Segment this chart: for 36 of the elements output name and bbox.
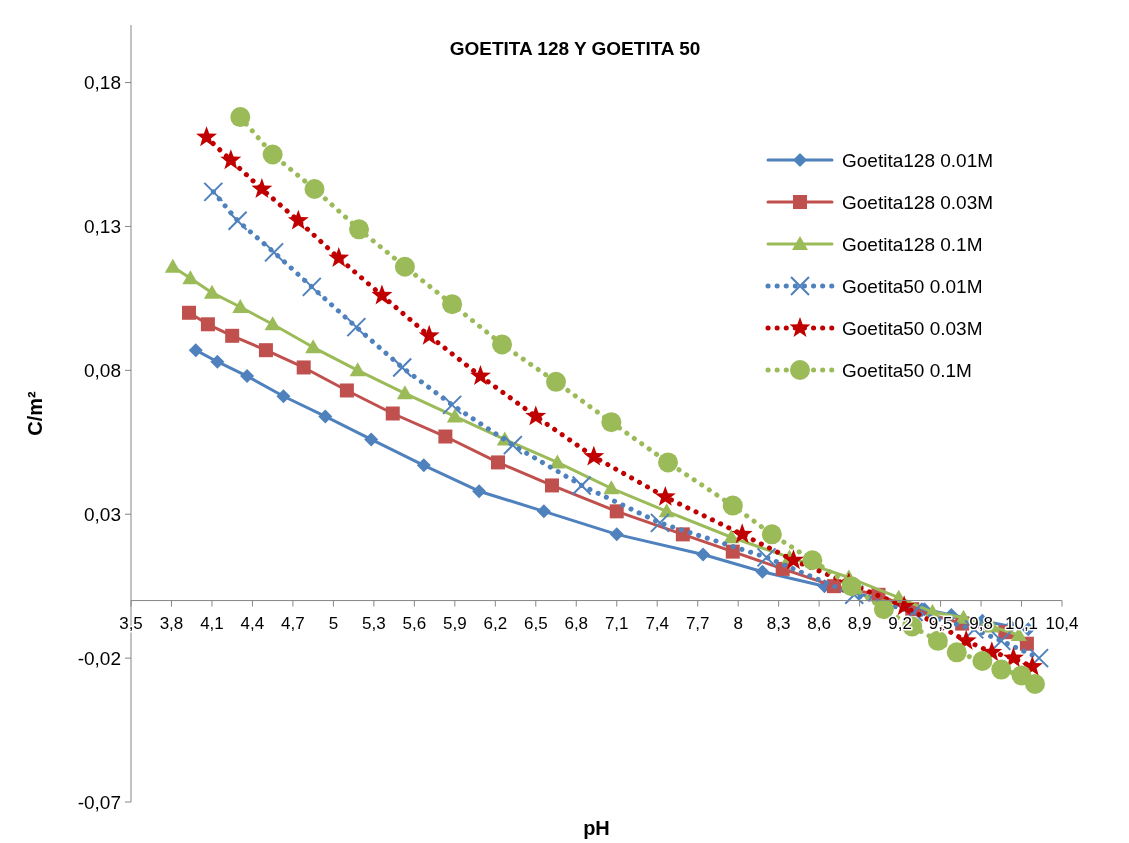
x-tick-label: 5,3 [362, 613, 386, 633]
x-tick-label: 8,9 [847, 613, 872, 633]
y-tick-label: -0,07 [77, 791, 121, 813]
x-tick-label: 3,8 [159, 613, 184, 633]
x-tick-label: 6,8 [564, 613, 589, 633]
y-tick-label: 0,18 [84, 72, 121, 94]
x-tick-label: 6,2 [483, 613, 508, 633]
x-tick-label: 3,5 [119, 613, 143, 633]
legend-label: Goetita128 0.1M [842, 233, 983, 255]
y-tick-label: 0,13 [84, 216, 121, 238]
x-tick-label: 4,1 [200, 613, 224, 633]
legend-label: Goetita50 0.03M [842, 317, 983, 339]
x-tick-label: 7,4 [645, 613, 670, 633]
legend-label: Goetita50 0.01M [842, 275, 983, 297]
y-tick-label: -0,02 [77, 647, 121, 669]
x-tick-label: 5,9 [443, 613, 467, 633]
x-tick-label: 7,7 [685, 613, 710, 633]
x-tick-label: 9,8 [969, 613, 993, 633]
x-tick-label: 8,6 [807, 613, 831, 633]
x-tick-label: 5,6 [402, 613, 427, 633]
x-tick-label: 8,3 [766, 613, 791, 633]
legend-label: Goetita128 0.03M [842, 191, 994, 213]
x-tick-label: 8 [733, 613, 743, 633]
y-axis-title: C/m² [24, 390, 46, 436]
x-tick-label: 6,5 [523, 613, 548, 633]
x-tick-label: 7,1 [604, 613, 629, 633]
x-axis-title: pH [583, 817, 610, 839]
y-tick-label: 0,08 [84, 359, 121, 381]
x-tick-label: 4,7 [281, 613, 305, 633]
x-tick-label: 4,4 [240, 613, 265, 633]
text: GOETITA 128 Y GOETITA 50 [449, 38, 701, 59]
legend-label: Goetita50 0.1M [842, 359, 972, 381]
x-tick-label: 10,4 [1045, 613, 1079, 633]
x-tick-label: 5 [328, 613, 339, 633]
y-tick-label: 0,03 [84, 503, 121, 525]
legend-label: Goetita128 0.01M [842, 149, 994, 171]
